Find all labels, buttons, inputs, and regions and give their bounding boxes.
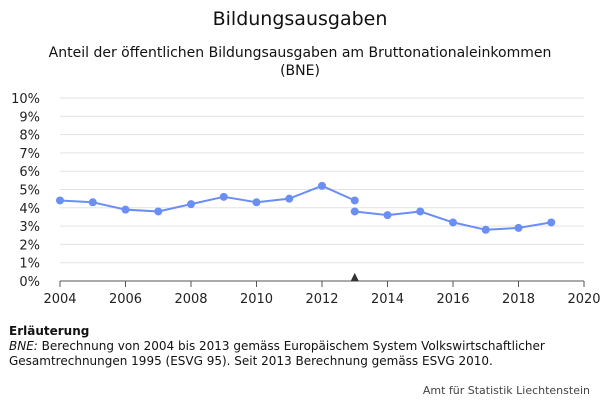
data-point — [187, 200, 195, 209]
y-tick-label: 4% — [19, 202, 40, 217]
y-tick-label: 8% — [19, 129, 40, 144]
explanation-note: Erläuterung BNE: Berechnung von 2004 bis… — [9, 324, 589, 369]
y-tick-label: 1% — [19, 257, 40, 272]
data-point — [121, 205, 130, 214]
data-point — [547, 218, 556, 227]
y-tick-label: 9% — [19, 110, 40, 125]
x-tick-label: 2006 — [109, 292, 142, 307]
y-tick-label: 10% — [11, 92, 40, 107]
x-tick-label: 2016 — [436, 292, 469, 307]
data-point — [514, 223, 523, 232]
data-point — [88, 198, 97, 207]
data-point — [318, 181, 326, 190]
data-point — [350, 207, 359, 216]
y-tick-label: 0% — [19, 275, 40, 290]
data-point — [285, 194, 294, 203]
chart-subtitle: Anteil der öffentlichen Bildungsausgaben… — [48, 45, 552, 79]
note-term: BNE: — [9, 339, 38, 353]
x-tick-label: 2014 — [371, 292, 404, 307]
y-tick-label: 6% — [19, 165, 40, 180]
data-point — [154, 207, 163, 216]
chart-title: Bildungsausgaben — [212, 8, 388, 30]
note-body: BNE: Berechnung von 2004 bis 2013 gemäss… — [9, 339, 589, 369]
series-line — [59, 184, 356, 213]
source-credit: Amt für Statistik Liechtenstein — [422, 384, 590, 397]
y-tick-label: 5% — [19, 184, 40, 199]
data-point — [56, 196, 64, 205]
x-tick-label: 2012 — [305, 292, 338, 307]
x-tick-label: 2004 — [43, 292, 76, 307]
y-tick-label: 2% — [19, 238, 40, 253]
x-tick-label: 2010 — [240, 292, 273, 307]
line-chart: 0% 1% 2% 3% 4% 5% 6% 7% 8% 9% 10% 2004 2006 2008 2010 2… — [11, 92, 600, 307]
data-point — [383, 211, 392, 220]
methodology-break-marker: ▲ — [351, 270, 360, 283]
x-tick-label: 2020 — [567, 292, 600, 307]
x-tick-label: 2018 — [502, 292, 535, 307]
data-point — [350, 196, 359, 205]
y-tick-label: 7% — [19, 147, 40, 162]
note-heading: Erläuterung — [9, 324, 90, 338]
data-point — [481, 225, 490, 234]
data-point — [219, 192, 228, 201]
data-point — [252, 198, 261, 207]
data-point — [449, 218, 457, 227]
data-point — [416, 207, 425, 216]
y-tick-label: 3% — [19, 220, 40, 235]
note-text: Berechnung von 2004 bis 2013 gemäss Euro… — [9, 339, 545, 368]
x-tick-label: 2008 — [174, 292, 207, 307]
